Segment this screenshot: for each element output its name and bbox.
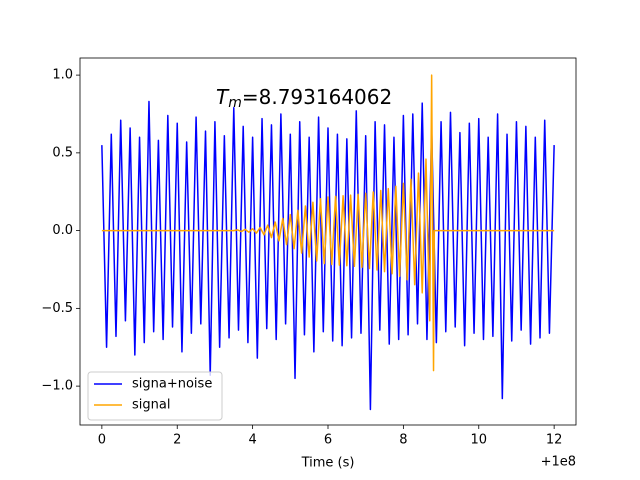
series-line xyxy=(101,100,555,411)
annotation-subscript: m xyxy=(228,95,242,111)
x-tick-label: 2 xyxy=(173,433,181,448)
x-offset-label: +1e8 xyxy=(541,455,576,470)
plot-area xyxy=(80,58,576,425)
y-tick-label: −0.5 xyxy=(41,301,73,316)
plot-layer xyxy=(101,74,555,411)
annotation-text: =8.793164062 xyxy=(242,85,392,109)
x-tick-label: 6 xyxy=(324,433,332,448)
x-tick-label: 4 xyxy=(248,433,256,448)
x-tick-label: 8 xyxy=(399,433,407,448)
annotation: Tm=8.793164062 xyxy=(216,85,392,112)
y-tick-label: 0.0 xyxy=(52,223,73,238)
y-tick-label: −1.0 xyxy=(41,379,73,394)
series-line xyxy=(101,74,555,372)
x-axis-label: Time (s) xyxy=(301,456,355,471)
y-tick-label: 0.5 xyxy=(52,145,73,160)
annotation-symbol: T xyxy=(216,85,230,109)
x-tick-label: 10 xyxy=(470,433,487,448)
legend-label: signal xyxy=(132,398,170,413)
x-tick-label: 0 xyxy=(98,433,106,448)
legend-label: signa+noise xyxy=(132,377,212,392)
y-tick-label: 1.0 xyxy=(52,68,73,83)
x-tick-label: 12 xyxy=(546,433,563,448)
